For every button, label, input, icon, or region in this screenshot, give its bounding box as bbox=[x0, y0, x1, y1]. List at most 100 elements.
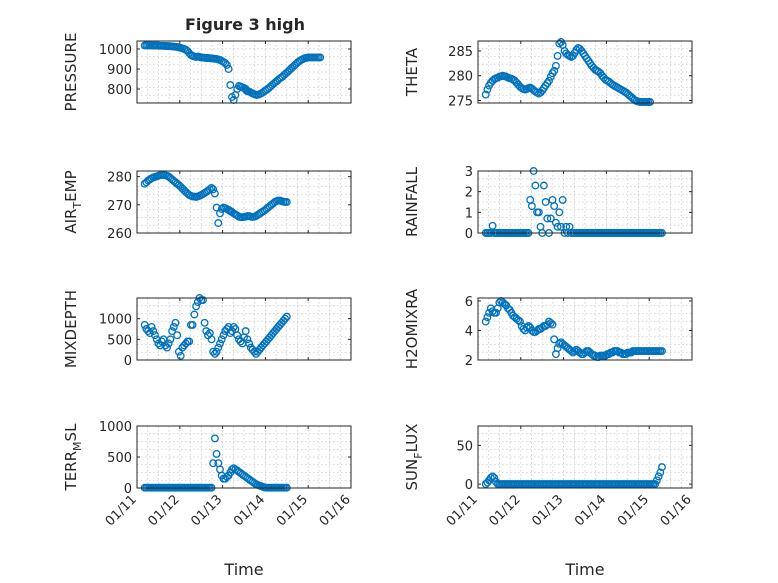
series-markers bbox=[140, 170, 291, 228]
data-point bbox=[514, 316, 523, 325]
y-tick-label: 1000 bbox=[99, 43, 132, 58]
data-point bbox=[553, 344, 562, 353]
data-point bbox=[282, 198, 291, 206]
y-tick-label: 0 bbox=[124, 482, 132, 497]
x-tick-label: 01/11 bbox=[103, 492, 140, 529]
data-point bbox=[163, 343, 171, 352]
data-point bbox=[229, 322, 238, 331]
y-tick-label: 0 bbox=[465, 227, 473, 242]
data-point bbox=[652, 476, 661, 485]
data-point bbox=[185, 337, 194, 346]
data-point bbox=[217, 335, 226, 344]
data-point bbox=[243, 335, 252, 344]
data-point bbox=[214, 219, 223, 228]
axes-frame bbox=[136, 425, 352, 489]
data-point bbox=[221, 59, 230, 67]
y-tick-label: 275 bbox=[448, 95, 473, 110]
data-point bbox=[164, 339, 173, 348]
data-point bbox=[214, 343, 223, 352]
x-axis-label: Time bbox=[564, 560, 604, 579]
x-tick-label: 01/11 bbox=[444, 492, 481, 529]
data-point bbox=[486, 473, 495, 482]
data-point bbox=[169, 322, 178, 331]
data-point bbox=[546, 214, 555, 223]
x-tick-label: 01/12 bbox=[146, 492, 183, 529]
subplot-2: 275 280 285 THETA bbox=[403, 38, 693, 110]
data-point bbox=[216, 209, 224, 218]
axes-frame bbox=[477, 40, 693, 104]
data-point bbox=[282, 312, 291, 321]
data-point bbox=[534, 208, 543, 217]
data-point bbox=[543, 214, 552, 223]
data-point bbox=[656, 468, 665, 477]
data-point bbox=[212, 347, 221, 356]
axes-frame bbox=[136, 40, 352, 104]
y-axis-label: RAINFALL bbox=[403, 166, 421, 237]
data-point bbox=[553, 51, 562, 60]
data-point bbox=[488, 221, 497, 230]
subplot-8: 0 50 01/11 01/12 01/13 01/14 01/15 01/16 Time SUN… bbox=[403, 424, 695, 579]
x-tick-label: 01/16 bbox=[317, 492, 354, 529]
data-point bbox=[555, 208, 564, 217]
figure-title: Figure 3 high bbox=[185, 15, 305, 34]
data-point bbox=[210, 349, 219, 358]
series-markers bbox=[481, 463, 666, 489]
data-point bbox=[490, 473, 499, 482]
data-point bbox=[550, 335, 559, 344]
data-point bbox=[228, 465, 236, 474]
data-point bbox=[654, 472, 663, 481]
data-point bbox=[558, 195, 567, 204]
data-point bbox=[212, 449, 221, 458]
data-point bbox=[171, 318, 180, 327]
data-point bbox=[572, 45, 581, 54]
y-tick-label: 1000 bbox=[99, 313, 132, 328]
data-point bbox=[216, 339, 224, 348]
y-axis-label: MIXDEPTH bbox=[62, 290, 80, 368]
y-tick-label: 6 bbox=[465, 295, 473, 310]
y-axis-label: PRESSURE bbox=[62, 33, 80, 112]
data-point bbox=[481, 90, 490, 99]
data-point bbox=[166, 335, 175, 344]
y-tick-label: 3 bbox=[465, 165, 473, 180]
x-tick-label: 01/14 bbox=[572, 492, 609, 529]
data-point bbox=[551, 61, 560, 70]
data-point bbox=[557, 222, 565, 231]
data-point bbox=[224, 65, 233, 73]
series-markers bbox=[481, 38, 655, 106]
y-tick-label: 270 bbox=[107, 199, 132, 214]
y-tick-label: 1 bbox=[465, 206, 473, 221]
data-point bbox=[210, 434, 219, 443]
data-point bbox=[570, 347, 579, 356]
data-point bbox=[219, 331, 228, 340]
data-point bbox=[316, 53, 325, 62]
data-point bbox=[483, 85, 492, 94]
data-point bbox=[553, 222, 562, 231]
x-tick-label: 01/14 bbox=[231, 492, 268, 529]
data-point bbox=[210, 189, 219, 198]
data-point bbox=[190, 310, 199, 319]
data-point bbox=[209, 185, 218, 194]
y-tick-label: 0 bbox=[124, 354, 132, 369]
subplot-5: 0 500 1000 MIXDEPTH bbox=[62, 290, 352, 369]
data-point bbox=[551, 218, 560, 227]
data-point bbox=[192, 302, 201, 311]
series-markers bbox=[481, 297, 666, 361]
y-axis-label: TERRMSL bbox=[62, 423, 84, 492]
subplot-4: 0 1 2 3 RAINFALL bbox=[403, 165, 693, 242]
data-point bbox=[188, 320, 197, 329]
data-point bbox=[205, 185, 214, 194]
data-point bbox=[492, 308, 500, 317]
data-point bbox=[646, 98, 655, 106]
y-axis-label: AIRTEMP bbox=[62, 170, 84, 233]
y-axis-label: SUNFLUX bbox=[403, 424, 425, 491]
data-point bbox=[550, 66, 559, 75]
y-tick-label: 2 bbox=[465, 354, 473, 369]
x-tick-label: 01/15 bbox=[274, 492, 311, 529]
x-tick-label: 01/13 bbox=[529, 492, 566, 529]
data-point bbox=[550, 202, 559, 211]
data-point bbox=[176, 351, 185, 360]
subplot-3: 260 270 280 AIRTEMP bbox=[62, 170, 352, 242]
data-point bbox=[207, 335, 216, 344]
y-axis-label: H2OMIXRA bbox=[403, 288, 421, 369]
